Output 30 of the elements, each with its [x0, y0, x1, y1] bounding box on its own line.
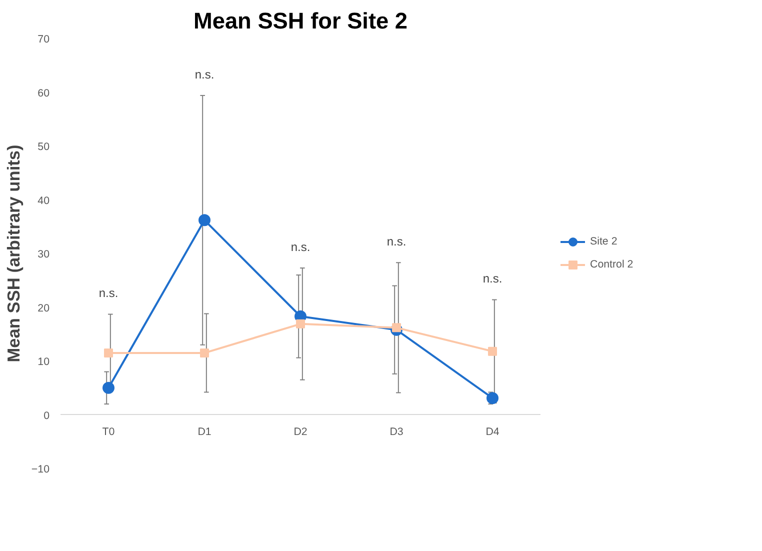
x-tick-label: D2	[294, 426, 308, 438]
chart-title: Mean SSH for Site 2	[193, 8, 408, 34]
point	[102, 382, 114, 394]
point	[392, 323, 401, 332]
y-tick-label: 40	[38, 194, 50, 207]
point	[488, 346, 497, 356]
point	[200, 348, 209, 358]
y-tick-label: 20	[38, 302, 50, 314]
y-axis-title: Mean SSH (arbitrary units)	[3, 144, 24, 362]
point	[104, 348, 113, 358]
y-tick-label: 60	[38, 87, 50, 100]
y-tick-label: 10	[38, 356, 50, 368]
annotation: n.s.	[482, 272, 502, 286]
x-tick-label: D1	[198, 426, 212, 438]
y-tick-label: 50	[38, 141, 50, 153]
annotation: n.s.	[386, 234, 406, 249]
y-tick-label: 30	[38, 248, 50, 260]
x-tick-label: D4	[486, 426, 500, 438]
annotation: n.s.	[194, 67, 214, 82]
point	[198, 214, 210, 226]
y-tick-label: 70	[38, 34, 50, 46]
legend-label: Control 2	[590, 258, 634, 270]
y-tick-label: −10	[31, 464, 50, 476]
annotation: n.s.	[98, 286, 118, 300]
point	[296, 319, 305, 328]
x-tick-label: D3	[390, 426, 404, 438]
y-tick-label: 0	[44, 410, 50, 422]
x-tick-label: T0	[102, 426, 115, 438]
annotation: n.s.	[290, 240, 310, 254]
legend-label: Site 2	[590, 236, 618, 248]
